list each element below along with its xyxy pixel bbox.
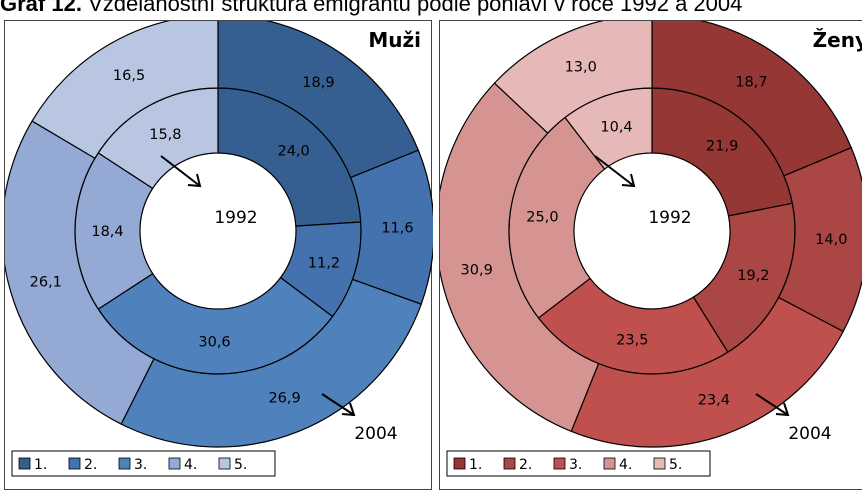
legend-label: 2. [519, 457, 532, 473]
year-label-inner: 1992 [648, 208, 691, 228]
arrow-icon [321, 393, 356, 417]
data-label-zeny-1992-5: 10,4 [600, 119, 632, 135]
data-label-zeny-1992-4: 25,0 [526, 209, 558, 225]
legend-swatch [603, 457, 616, 470]
arrow-icon [160, 155, 202, 188]
data-label-zeny-2004-5: 13,0 [565, 59, 597, 75]
figure-label: Graf 12. [0, 0, 82, 16]
year-label-outer: 2004 [788, 424, 831, 444]
data-label-muzi-1992-1: 24,0 [277, 143, 309, 159]
data-label-zeny-1992-1: 21,9 [706, 139, 738, 155]
legend-label: 1. [469, 457, 482, 473]
figure-caption: Vzdělanostní struktura emigrantů podle p… [88, 0, 743, 16]
data-label-muzi-2004-2: 11,6 [381, 221, 413, 237]
legend-label: 2. [84, 457, 97, 473]
data-label-muzi-2004-1: 18,9 [302, 75, 334, 91]
legend-swatch [218, 457, 231, 470]
donut-chart-zeny: 21,9 19,2 23,5 25,0 10,4 18,7 14,0 23,4 30,9 13,0… [440, 21, 862, 477]
data-label-muzi-1992-2: 11,2 [308, 255, 340, 271]
legend-swatch [553, 457, 566, 470]
year-label-outer: 2004 [354, 424, 397, 444]
slice-muzi-2004-3 [120, 278, 422, 448]
donut-chart-muzi: 24,0 11,2 30,6 18,4 15,8 18,9 11,6 26,9 26,1 16,5… [5, 21, 433, 477]
chart-panel-zeny: 21,9 19,2 23,5 25,0 10,4 18,7 14,0 23,4 30,9 13,0… [439, 20, 862, 490]
data-label-zeny-2004-3: 23,4 [698, 393, 730, 409]
legend-label: 3. [134, 457, 147, 473]
arrow-icon [755, 393, 790, 417]
legend-swatch [18, 457, 31, 470]
legend-swatch [503, 457, 516, 470]
legend-label: 4. [619, 457, 632, 473]
chart-panel-muzi: 24,0 11,2 30,6 18,4 15,8 18,9 11,6 26,9 26,1 16,5… [4, 20, 433, 490]
legend-swatch [68, 457, 81, 470]
data-label-muzi-2004-3: 26,9 [268, 391, 300, 407]
arrow-icon [594, 155, 636, 188]
slice-muzi-2004-4 [5, 120, 155, 425]
slice-zeny-2004-4 [440, 82, 600, 433]
legend-label: 1. [34, 457, 47, 473]
data-label-zeny-2004-2: 14,0 [815, 232, 847, 248]
legend-swatch [453, 457, 466, 470]
year-label-inner: 1992 [214, 208, 257, 228]
legend-swatch [653, 457, 666, 470]
data-label-muzi-1992-5: 15,8 [149, 127, 181, 143]
slice-muzi-2004-5 [31, 21, 219, 160]
legend-label: 4. [184, 457, 197, 473]
legend-label: 5. [669, 457, 682, 473]
data-label-zeny-2004-4: 30,9 [461, 263, 493, 279]
data-label-zeny-1992-3: 23,5 [616, 333, 648, 349]
data-label-muzi-1992-4: 18,4 [91, 224, 123, 240]
data-label-zeny-1992-2: 19,2 [737, 268, 769, 284]
data-label-zeny-2004-1: 18,7 [735, 75, 767, 91]
legend: 1. 2. 3. 4. 5. [446, 450, 711, 477]
legend-label: 5. [234, 457, 247, 473]
data-label-muzi-1992-3: 30,6 [198, 334, 230, 350]
panel-title: Ženy [813, 28, 862, 52]
figure-title: Graf 12. Vzdělanostní struktura emigrant… [0, 0, 742, 17]
legend-swatch [168, 457, 181, 470]
legend-swatch [118, 457, 131, 470]
data-label-muzi-2004-4: 26,1 [30, 275, 62, 291]
legend-label: 3. [569, 457, 582, 473]
legend: 1. 2. 3. 4. 5. [11, 450, 276, 477]
panel-title: Muži [368, 28, 421, 52]
slice-zeny-2004-5 [493, 21, 653, 134]
data-label-muzi-2004-5: 16,5 [113, 68, 145, 84]
